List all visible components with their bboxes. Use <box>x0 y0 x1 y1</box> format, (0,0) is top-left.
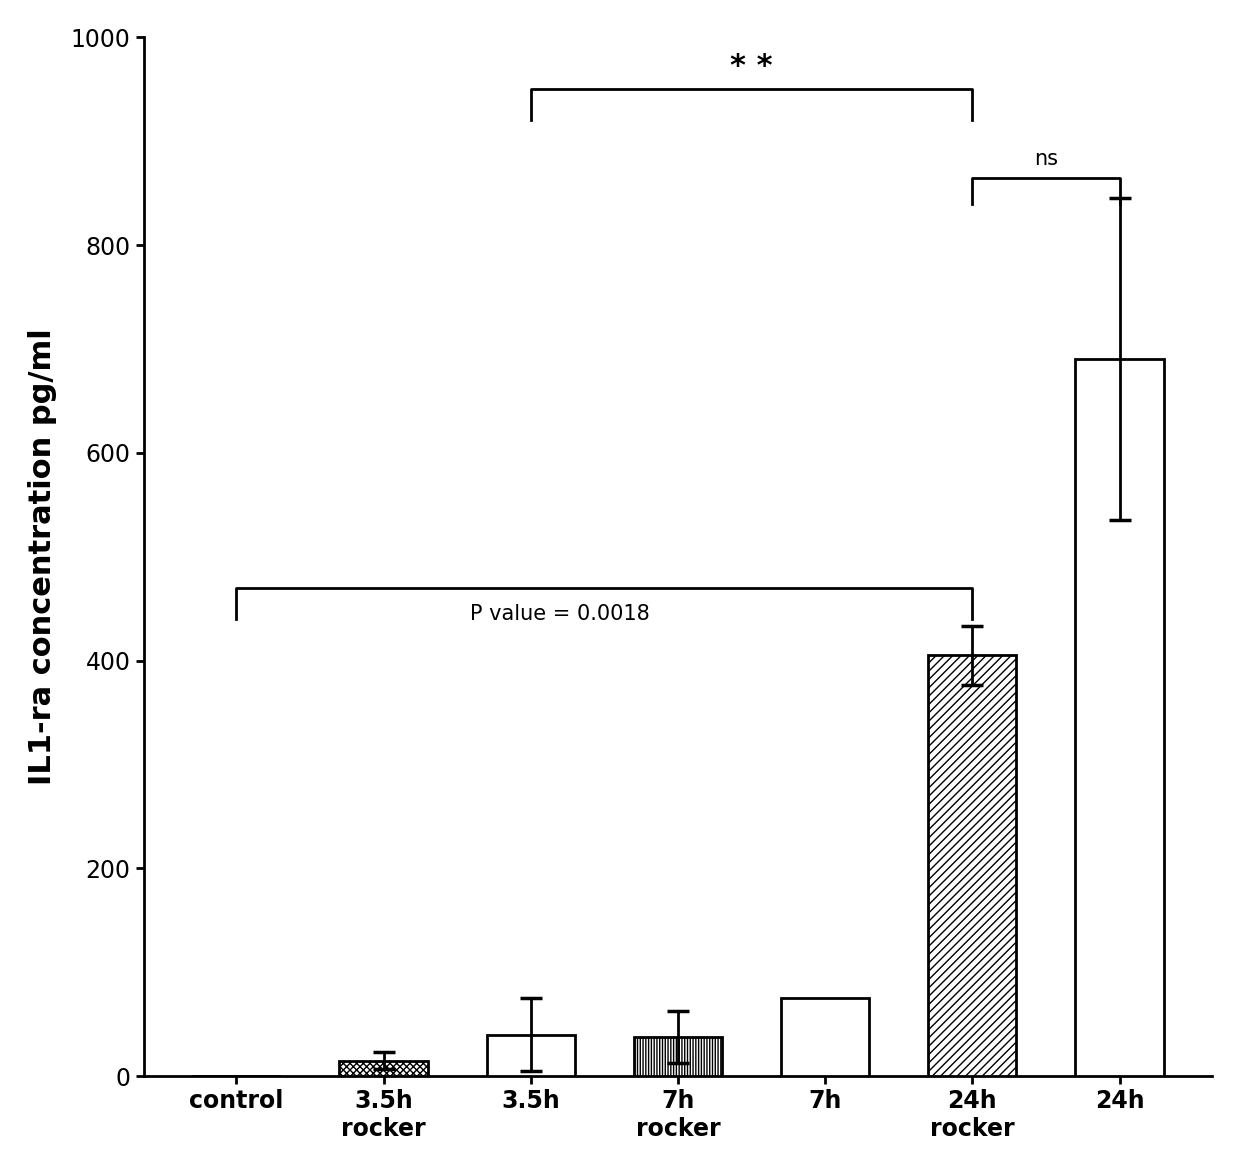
Bar <box>486 1035 575 1077</box>
Bar <box>929 656 1017 1077</box>
Y-axis label: IL1-ra concentration pg/ml: IL1-ra concentration pg/ml <box>27 328 57 786</box>
Text: P value = 0.0018: P value = 0.0018 <box>470 603 650 623</box>
Text: ns: ns <box>1034 150 1058 170</box>
Bar <box>781 998 869 1077</box>
Bar <box>340 1060 428 1077</box>
Text: * *: * * <box>730 51 773 81</box>
Bar <box>634 1037 722 1077</box>
Bar <box>1075 359 1163 1077</box>
